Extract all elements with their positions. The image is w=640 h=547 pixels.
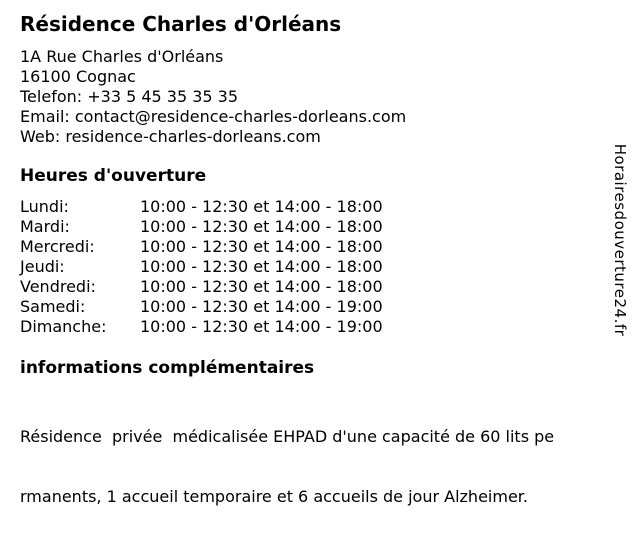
- hours-day-label: Dimanche:: [20, 317, 107, 336]
- address-city: 16100 Cognac: [20, 67, 136, 86]
- hours-row-saturday: Samedi: 10:00 - 12:30 et 14:00 - 19:00: [20, 297, 600, 317]
- hours-row-tuesday: Mardi: 10:00 - 12:30 et 14:00 - 18:00: [20, 217, 600, 237]
- phone-line: Telefon: +33 5 45 35 35 35: [20, 87, 239, 106]
- page-content: Résidence Charles d'Orléans 1A Rue Charl…: [20, 13, 600, 547]
- hours-times-value: 10:00 - 12:30 et 14:00 - 18:00: [140, 257, 383, 276]
- web-line: Web: residence-charles-dorleans.com: [20, 127, 321, 146]
- hours-day-label: Vendredi:: [20, 277, 96, 296]
- opening-hours-heading: Heures d'ouverture: [20, 166, 207, 186]
- hours-row-thursday: Jeudi: 10:00 - 12:30 et 14:00 - 18:00: [20, 257, 600, 277]
- hours-times-value: 10:00 - 12:30 et 14:00 - 19:00: [140, 297, 383, 316]
- hours-times-value: 10:00 - 12:30 et 14:00 - 18:00: [140, 237, 383, 256]
- hours-row-monday: Lundi: 10:00 - 12:30 et 14:00 - 18:00: [20, 197, 600, 217]
- email-line: Email: contact@residence-charles-dorlean…: [20, 107, 407, 126]
- hours-row-friday: Vendredi: 10:00 - 12:30 et 14:00 - 18:00: [20, 277, 600, 297]
- hours-day-label: Mercredi:: [20, 237, 95, 256]
- hours-times-value: 10:00 - 12:30 et 14:00 - 18:00: [140, 277, 383, 296]
- hours-times-value: 10:00 - 12:30 et 14:00 - 19:00: [140, 317, 383, 336]
- site-watermark: Horairesdouverture24.fr: [611, 143, 629, 337]
- additional-info-text: Résidence privée médicalisée EHPAD d'une…: [20, 387, 600, 547]
- hours-row-sunday: Dimanche: 10:00 - 12:30 et 14:00 - 19:00: [20, 317, 600, 337]
- hours-day-label: Samedi:: [20, 297, 86, 316]
- page-title: Résidence Charles d'Orléans: [20, 12, 342, 36]
- hours-times-value: 10:00 - 12:30 et 14:00 - 18:00: [140, 217, 383, 236]
- hours-times-value: 10:00 - 12:30 et 14:00 - 18:00: [140, 197, 383, 216]
- hours-row-wednesday: Mercredi: 10:00 - 12:30 et 14:00 - 18:00: [20, 237, 600, 257]
- hours-day-label: Lundi:: [20, 197, 69, 216]
- address-block: 1A Rue Charles d'Orléans 16100 Cognac Te…: [20, 47, 600, 147]
- hours-day-label: Jeudi:: [20, 257, 65, 276]
- additional-info-line: Résidence privée médicalisée EHPAD d'une…: [20, 427, 555, 446]
- address-street: 1A Rue Charles d'Orléans: [20, 47, 224, 66]
- additional-info-heading: informations complémentaires: [20, 358, 315, 378]
- opening-hours-table: Lundi: 10:00 - 12:30 et 14:00 - 18:00 Ma…: [20, 197, 600, 337]
- hours-day-label: Mardi:: [20, 217, 70, 236]
- additional-info-line: rmanents, 1 accueil temporaire et 6 accu…: [20, 487, 528, 506]
